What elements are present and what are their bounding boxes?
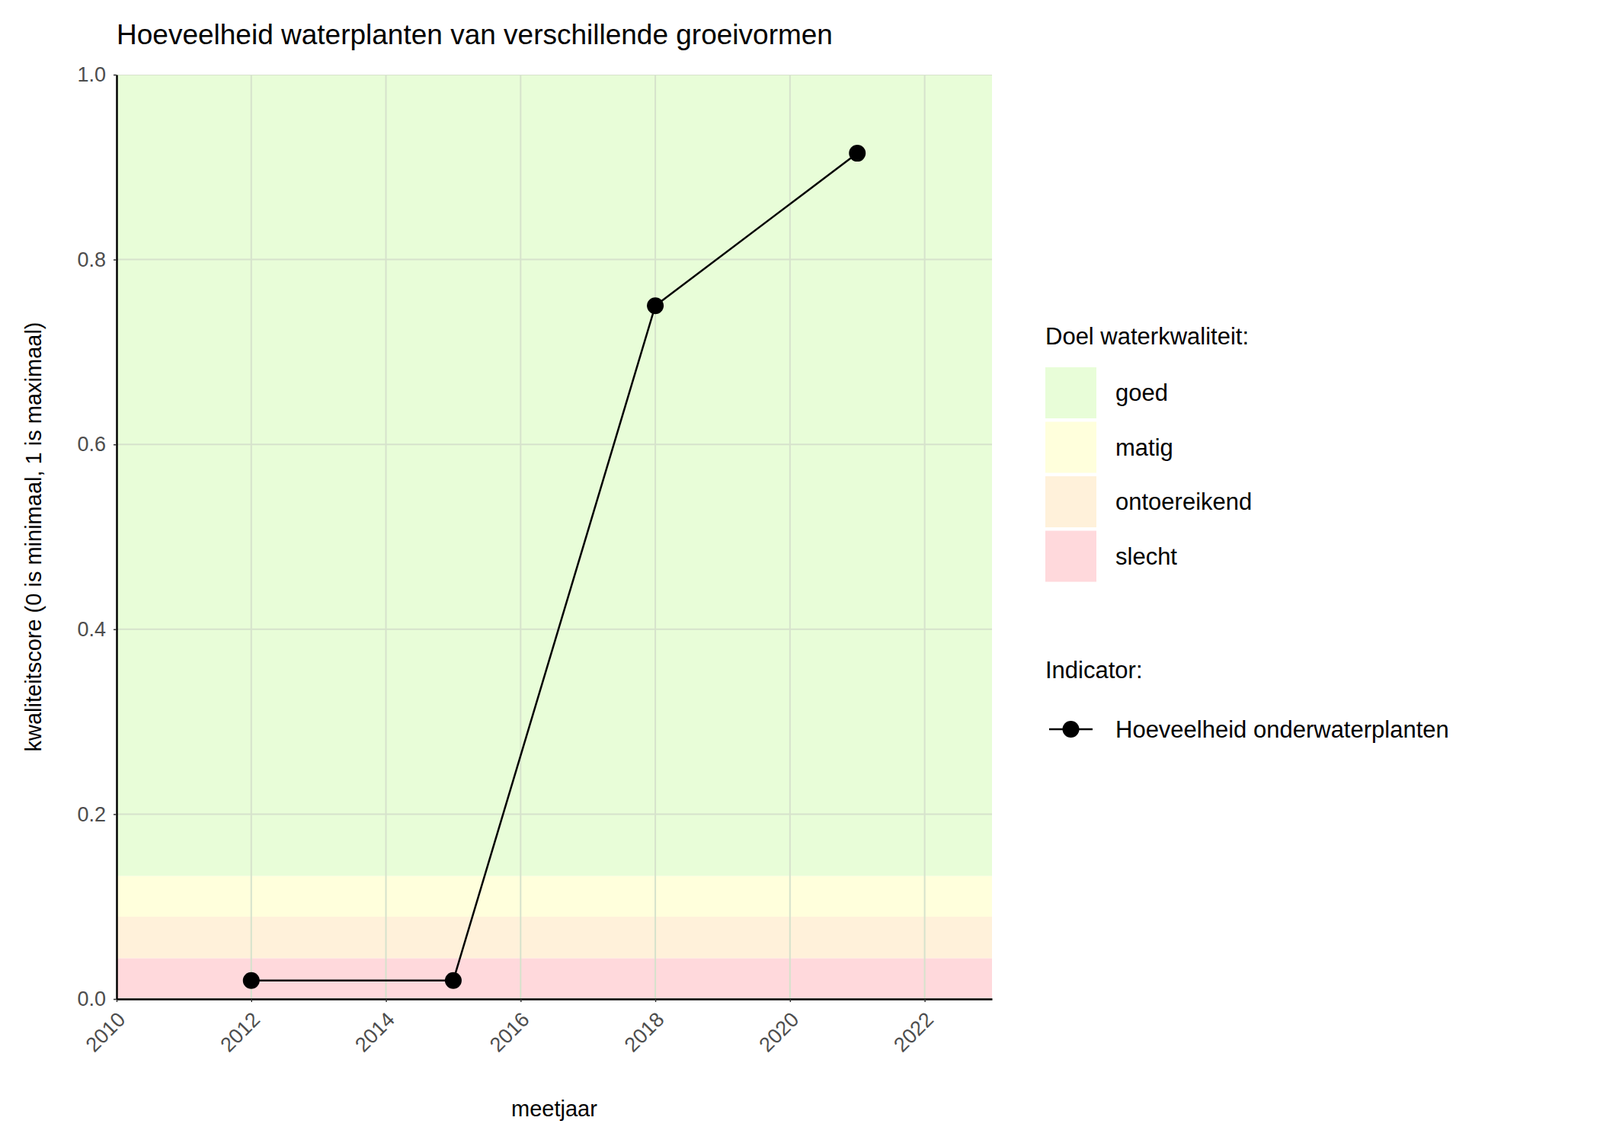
grid-line: [789, 74, 791, 999]
title: Hoeveelheid waterplanten van verschillen…: [116, 19, 833, 51]
chart: 2010 2012 2014 2016 2018 2020 2022 0.0 0.2 0.4 0.6…: [0, 0, 1600, 1143]
x-tick-label: 2012: [215, 1008, 265, 1057]
bands: [116, 74, 992, 999]
y-tick-mark: [113, 259, 117, 261]
grid: [116, 74, 992, 999]
legend-label: slecht: [1115, 543, 1178, 570]
x-tick-label: 2016: [485, 1008, 535, 1057]
x-tick-label: 2014: [350, 1008, 400, 1057]
legend-label: Hoeveelheid onderwaterplanten: [1115, 716, 1450, 743]
y-tick: 0.8: [76, 248, 117, 272]
grid-line: [385, 74, 388, 999]
y-tick-label: 0.0: [76, 987, 106, 1011]
grid-line: [654, 74, 656, 999]
x-tick-label: 2018: [620, 1008, 669, 1057]
series-group: [243, 144, 866, 989]
y-tick-label: 0.6: [76, 432, 106, 456]
x-tick-mark: [385, 998, 388, 1002]
grid-line: [116, 259, 992, 261]
x-axis: 2010 2012 2014 2016 2018 2020 2022: [81, 998, 993, 1056]
legend-title: Doel waterkwaliteit:: [1045, 323, 1249, 350]
x-tick: 2018: [620, 998, 669, 1056]
series-point: [444, 972, 462, 989]
series-line: [251, 153, 858, 981]
legend-label: matig: [1115, 434, 1174, 461]
legend: Doel waterkwaliteit: goed matig ontoereiken…: [1045, 323, 1450, 743]
legend-label: ontoereikend: [1115, 488, 1252, 516]
x-tick-label: 2022: [889, 1008, 938, 1057]
x-tick-label: 2020: [755, 1008, 804, 1057]
grid-line: [519, 74, 522, 999]
x-tick-mark: [251, 998, 253, 1002]
x-tick-mark: [520, 998, 522, 1002]
legend-key: [1045, 422, 1097, 474]
x-tick-mark: [924, 998, 926, 1002]
grid-line: [924, 74, 926, 999]
x-tick: 2012: [215, 998, 265, 1056]
quality-band: [116, 958, 992, 999]
y-tick: 0.2: [76, 803, 117, 826]
x-tick-label: 2010: [81, 1008, 131, 1057]
x-tick: 2016: [485, 998, 535, 1056]
y-axis: 0.0 0.2 0.4 0.6 0.8 1.0: [76, 63, 117, 1011]
legend-key: [1045, 476, 1097, 528]
legend-title: Indicator:: [1045, 656, 1143, 684]
x-axis-title: meetjaar: [511, 1096, 598, 1121]
y-tick-mark: [113, 629, 117, 631]
legend-label: goed: [1115, 379, 1168, 407]
x-tick: 2020: [755, 998, 804, 1056]
x-axis-line: [117, 998, 993, 1001]
y-tick: 0.6: [76, 432, 117, 456]
y-tick-label: 0.2: [76, 803, 106, 826]
y-tick-label: 0.8: [76, 248, 106, 272]
grid-line: [116, 812, 992, 815]
grid-line: [116, 998, 992, 999]
y-axis-title: kwaliteitscore (0 is minimaal, 1 is maxi…: [21, 321, 46, 752]
series-point: [646, 297, 664, 314]
legend-key: [1045, 367, 1097, 419]
x-tick: 2014: [350, 998, 400, 1056]
y-tick: 0.0: [76, 987, 117, 1011]
y-tick-label: 1.0: [76, 63, 106, 87]
grid-line: [116, 74, 118, 999]
y-tick-mark: [113, 998, 117, 1001]
x-tick: 2022: [889, 998, 938, 1056]
grid-line: [116, 628, 992, 631]
y-tick-label: 0.4: [76, 617, 106, 641]
quality-band: [116, 876, 992, 917]
quality-band: [116, 74, 992, 877]
series-point: [848, 144, 866, 162]
y-tick: 0.4: [76, 617, 117, 641]
legend-key: [1045, 531, 1097, 583]
grid-line: [116, 443, 992, 445]
y-tick-mark: [113, 74, 117, 77]
grid-line: [116, 74, 992, 76]
y-axis-line: [115, 75, 119, 1000]
series-point: [243, 972, 260, 989]
grid-line: [250, 74, 253, 999]
x-tick-mark: [655, 998, 657, 1002]
y-tick: 1.0: [76, 63, 117, 87]
legend-key-marker: [1062, 720, 1080, 738]
quality-band: [116, 916, 992, 959]
y-tick-mark: [113, 813, 117, 816]
x-tick-mark: [790, 998, 792, 1002]
y-tick-mark: [113, 444, 117, 446]
